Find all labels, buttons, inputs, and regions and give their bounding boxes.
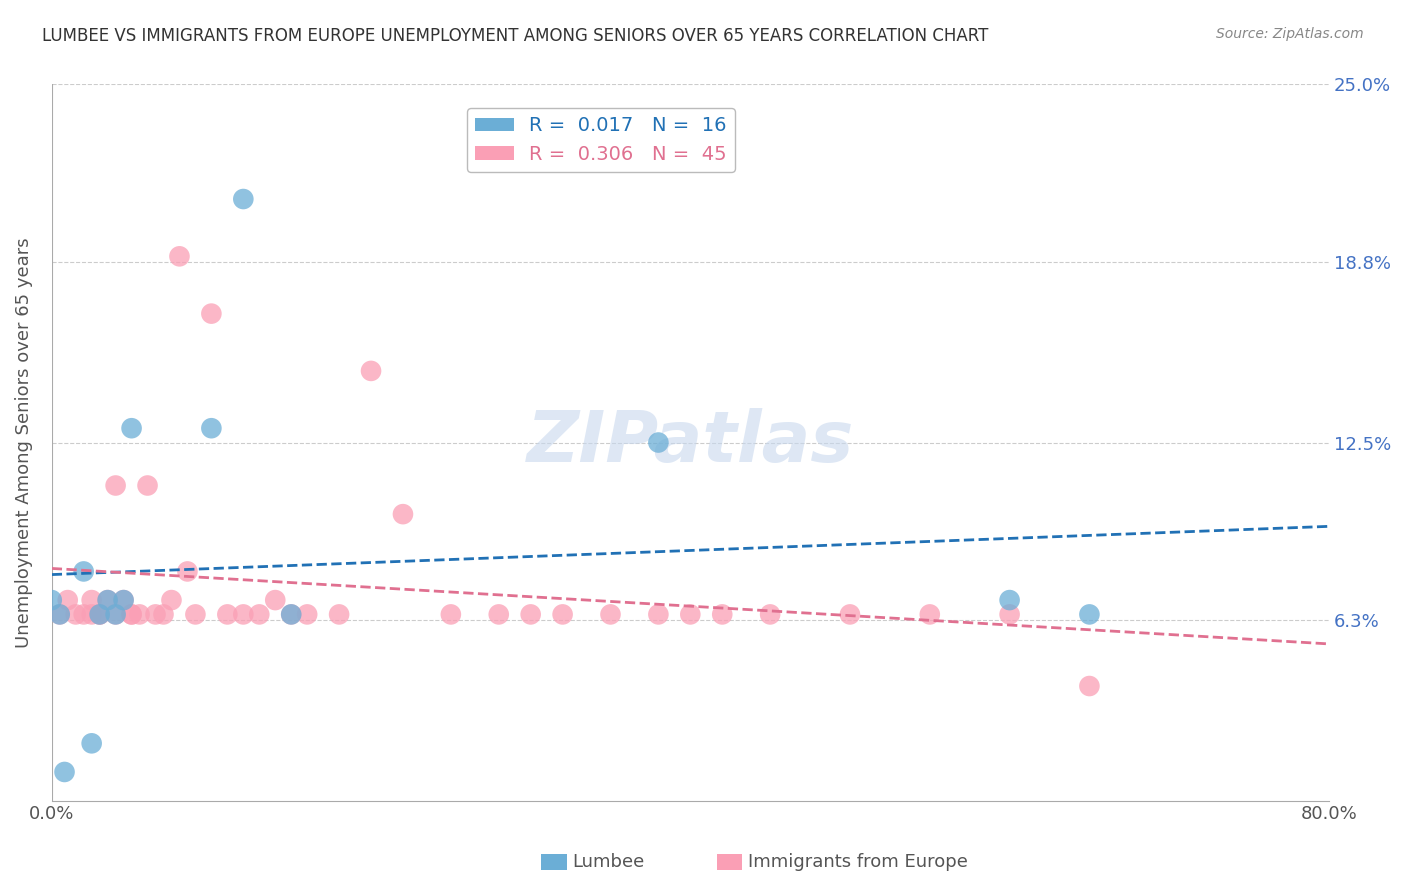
Text: Source: ZipAtlas.com: Source: ZipAtlas.com (1216, 27, 1364, 41)
Point (759, 607, 782, 622)
Point (918, 607, 941, 622)
Point (53, 764, 76, 779)
Text: Immigrants from Europe: Immigrants from Europe (748, 853, 967, 871)
Point (97, 593, 120, 607)
Point (232, 607, 254, 622)
Point (392, 507, 415, 521)
Point (73, 565, 96, 579)
Point (73, 607, 96, 622)
Point (41, 593, 63, 607)
Point (128, 607, 150, 622)
Point (280, 607, 302, 622)
Point (1078, 679, 1101, 693)
Point (217, 607, 239, 622)
Point (839, 607, 862, 622)
Point (519, 607, 541, 622)
Point (551, 607, 574, 622)
Point (184, 607, 207, 622)
Point (48, 607, 70, 622)
Point (152, 607, 174, 622)
Point (176, 565, 198, 579)
Point (48, 607, 70, 622)
Point (136, 478, 159, 492)
Point (145, 607, 167, 622)
Point (998, 593, 1021, 607)
Text: LUMBEE VS IMMIGRANTS FROM EUROPE UNEMPLOYMENT AMONG SENIORS OVER 65 YEARS CORREL: LUMBEE VS IMMIGRANTS FROM EUROPE UNEMPLO… (42, 27, 988, 45)
Point (647, 607, 669, 622)
Point (160, 593, 183, 607)
Point (1078, 607, 1101, 622)
Point (440, 607, 463, 622)
Point (232, 192, 254, 206)
Y-axis label: Unemployment Among Seniors over 65 years: Unemployment Among Seniors over 65 years (15, 237, 32, 648)
Point (280, 607, 302, 622)
Point (112, 593, 135, 607)
Point (65, 607, 87, 622)
Point (200, 307, 222, 321)
Point (97, 593, 120, 607)
Point (89, 607, 111, 622)
Point (121, 421, 143, 435)
Point (247, 607, 270, 622)
Point (121, 607, 143, 622)
Legend: R =  0.017   N =  16, R =  0.306   N =  45: R = 0.017 N = 16, R = 0.306 N = 45 (467, 109, 735, 172)
Point (80, 736, 103, 750)
Point (998, 607, 1021, 622)
Point (679, 607, 702, 622)
Point (169, 249, 191, 263)
Point (488, 607, 510, 622)
Point (112, 593, 135, 607)
Point (80, 607, 103, 622)
Point (104, 478, 127, 492)
Point (295, 607, 318, 622)
Point (121, 607, 143, 622)
Point (264, 593, 287, 607)
Point (104, 607, 127, 622)
Point (328, 607, 350, 622)
Point (104, 607, 127, 622)
Point (599, 607, 621, 622)
Text: Lumbee: Lumbee (572, 853, 644, 871)
Point (360, 364, 382, 378)
Point (89, 607, 111, 622)
Point (80, 593, 103, 607)
Point (200, 421, 222, 435)
Point (89, 607, 111, 622)
Text: ZIPatlas: ZIPatlas (527, 408, 853, 477)
Point (56, 593, 79, 607)
Point (711, 607, 734, 622)
Point (647, 435, 669, 450)
